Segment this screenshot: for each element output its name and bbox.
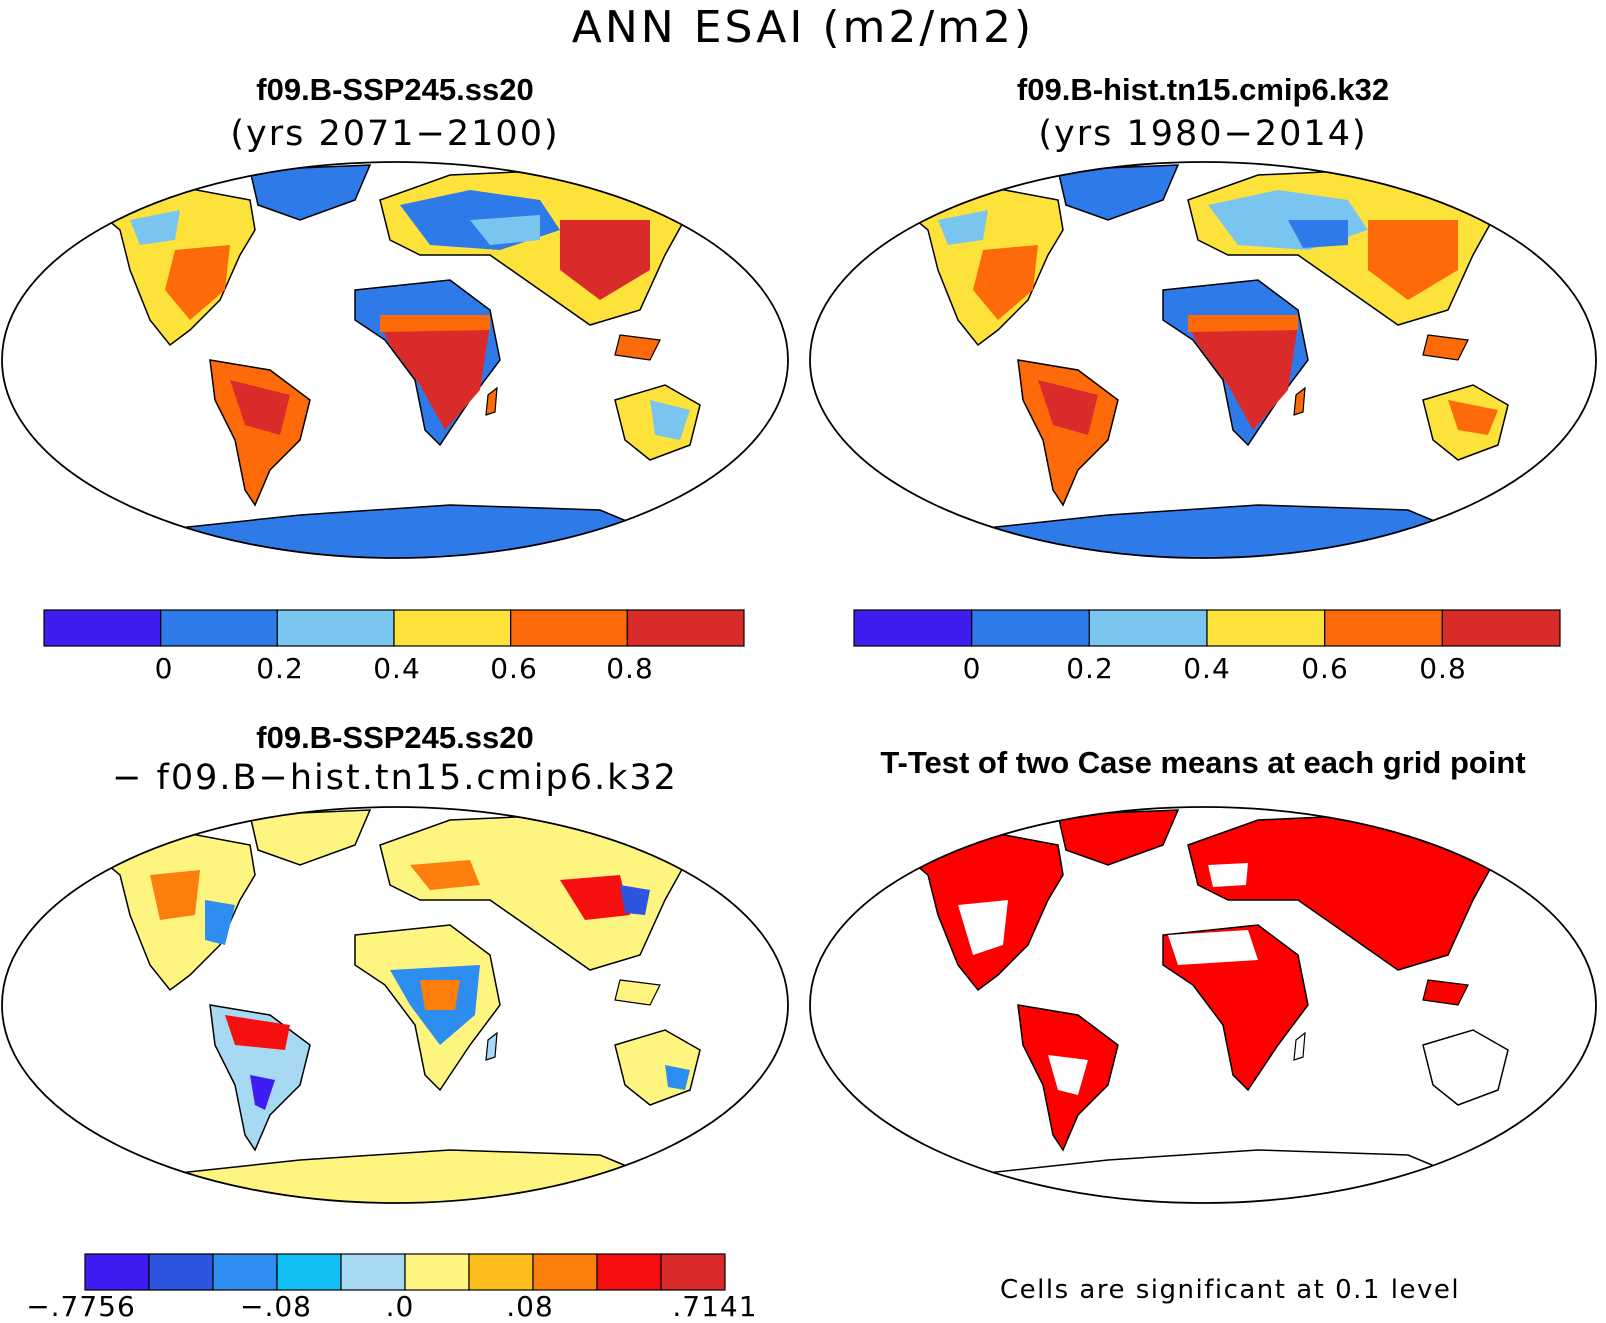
panel-1-colorbar-swatch [43, 609, 162, 647]
panel-1-tick-label: 0.2 [256, 652, 304, 685]
panel-1-colorbar-swatch [276, 609, 395, 647]
panel-2-map [809, 161, 1597, 559]
panel-3-colorbar-swatch [276, 1253, 342, 1291]
panel-1-tick-label: 0.4 [373, 652, 421, 685]
panel-2-tick-label: 0.4 [1183, 652, 1231, 685]
panel-1-colorbar [43, 609, 745, 647]
panel-1-colorbar-swatch [626, 609, 745, 647]
panel-2-tick-label: 0.8 [1419, 652, 1467, 685]
panel-2-colorbar-swatch [971, 609, 1090, 647]
panel-1-colorbar-swatch [160, 609, 278, 647]
panel-1-colorbar-swatch [510, 609, 629, 647]
panel-2-colorbar [853, 609, 1561, 647]
panel-1-subtitle: (yrs 2071−2100) [230, 114, 560, 154]
panel-3-case-title: f09.B-SSP245.ss20 [256, 720, 534, 755]
panel-3-map [1, 806, 789, 1204]
panel-3-colorbar-swatch [532, 1253, 598, 1291]
panel-1-tick-label: 0 [154, 652, 174, 685]
panel-3-tick-label: −.08 [240, 1290, 312, 1323]
panel-2-tick-label: 0 [962, 652, 982, 685]
panel-3-colorbar-swatch [596, 1253, 662, 1291]
panel-1-case-title: f09.B-SSP245.ss20 [256, 72, 534, 107]
panel-3-colorbar-swatch [660, 1253, 726, 1291]
panel-3-colorbar-swatch [212, 1253, 278, 1291]
panel-1-tick-label: 0.6 [490, 652, 538, 685]
panel-1-map [1, 161, 789, 559]
panel-2-tick-label: 0.2 [1066, 652, 1114, 685]
panel-3-tick-label: .7141 [672, 1290, 758, 1323]
panel-3-tick-label: .08 [506, 1290, 554, 1323]
panel-2-tick-label: 0.6 [1301, 652, 1349, 685]
panel-4-map [809, 806, 1597, 1204]
panel-3-colorbar [84, 1253, 726, 1291]
panel-2-colorbar-swatch [1441, 609, 1561, 647]
panel-2-colorbar-swatch [1088, 609, 1208, 647]
panel-2-case-title: f09.B-hist.tn15.cmip6.k32 [1016, 72, 1390, 107]
panel-1-colorbar-swatch [393, 609, 512, 647]
significance-note: Cells are significant at 0.1 level [1000, 1275, 1461, 1305]
panel-3-colorbar-swatch [340, 1253, 406, 1291]
panel-4-title: T-Test of two Case means at each grid po… [880, 745, 1526, 780]
panel-3-colorbar-swatch [148, 1253, 214, 1291]
panel-3-colorbar-swatch [84, 1253, 150, 1291]
panel-2-colorbar-swatch [853, 609, 973, 647]
panel-3-tick-label: .0 [385, 1290, 415, 1323]
panel-3-tick-label: −.7756 [26, 1290, 136, 1323]
figure-title: ANN ESAI (m2/m2) [571, 2, 1035, 53]
panel-2-subtitle: (yrs 1980−2014) [1038, 114, 1368, 154]
panel-3-colorbar-swatch [404, 1253, 470, 1291]
panel-1-tick-label: 0.8 [606, 652, 654, 685]
panel-2-colorbar-swatch [1324, 609, 1444, 647]
panel-2-colorbar-swatch [1206, 609, 1326, 647]
panel-3-colorbar-swatch [468, 1253, 534, 1291]
panel-3-subtitle: − f09.B−hist.tn15.cmip6.k32 [112, 758, 678, 798]
